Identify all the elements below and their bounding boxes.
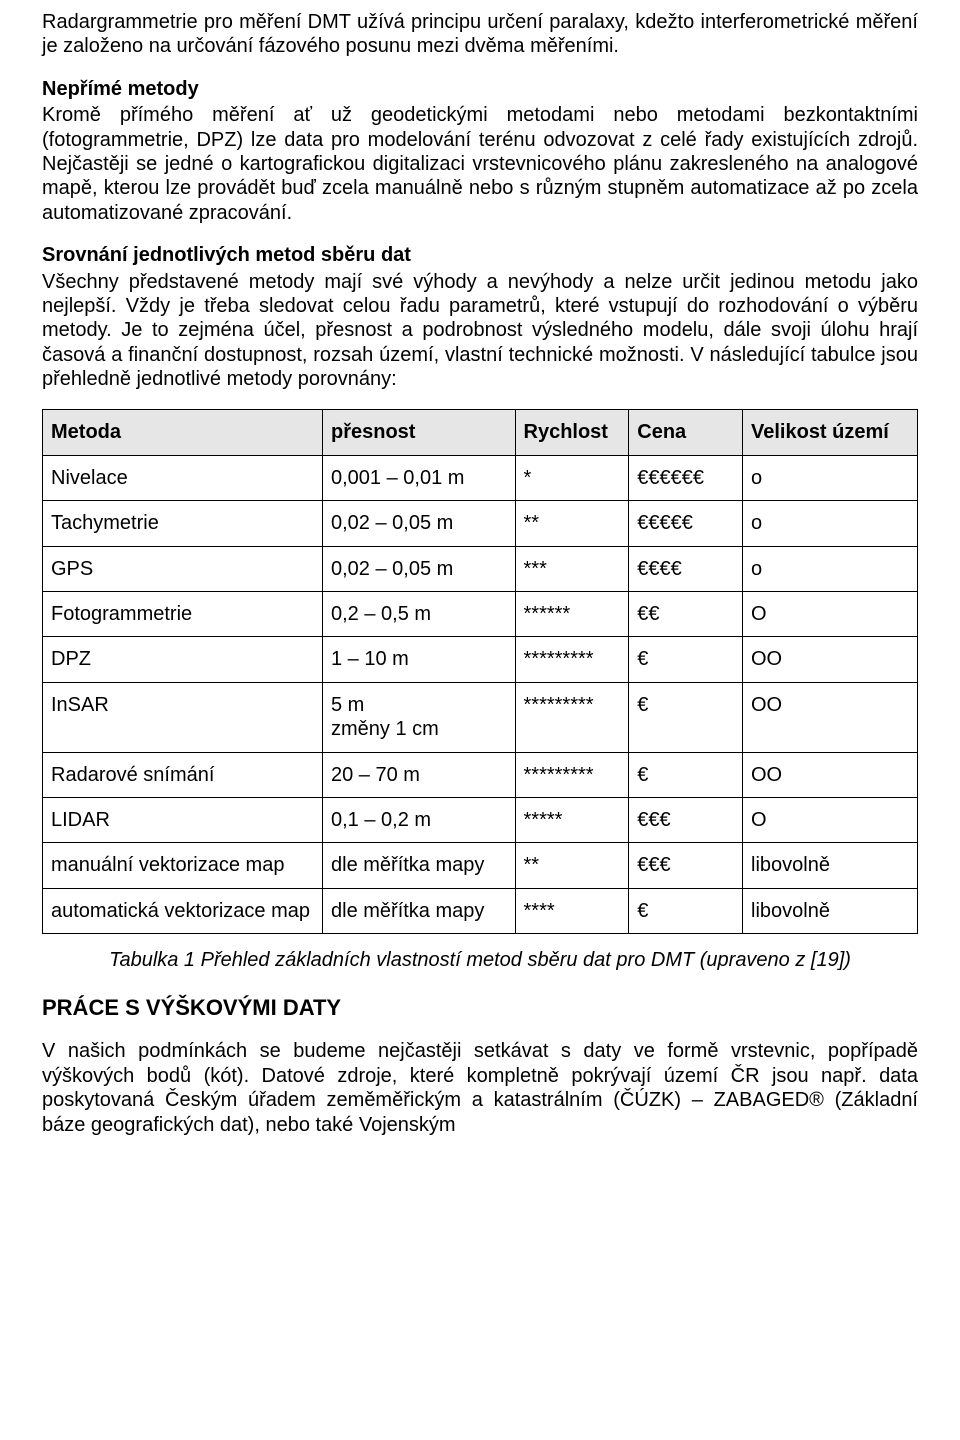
th-accuracy: přesnost: [323, 410, 516, 455]
table-row: manuální vektorizace mapdle měřítka mapy…: [43, 843, 918, 888]
cell-area: OO: [743, 637, 918, 682]
cell-method: LIDAR: [43, 797, 323, 842]
cell-cost: €: [629, 682, 743, 752]
cell-accuracy: 1 – 10 m: [323, 637, 516, 682]
cell-area: o: [743, 455, 918, 500]
cell-speed: *********: [515, 752, 629, 797]
section2-body: V našich podmínkách se budeme nejčastěji…: [42, 1039, 918, 1137]
th-cost: Cena: [629, 410, 743, 455]
cell-area: libovolně: [743, 843, 918, 888]
cell-accuracy: dle měřítka mapy: [323, 843, 516, 888]
cell-speed: ***: [515, 546, 629, 591]
cell-accuracy: 0,02 – 0,05 m: [323, 501, 516, 546]
cell-speed: ****: [515, 888, 629, 933]
table-row: DPZ1 – 10 m*********€OO: [43, 637, 918, 682]
table-row: Tachymetrie0,02 – 0,05 m**€€€€€o: [43, 501, 918, 546]
cell-cost: €€€€€€: [629, 455, 743, 500]
cell-method: InSAR: [43, 682, 323, 752]
cell-method: Radarové snímání: [43, 752, 323, 797]
table-row: Nivelace0,001 – 0,01 m*€€€€€€o: [43, 455, 918, 500]
srovnani-heading: Srovnání jednotlivých metod sběru dat: [42, 243, 918, 267]
table-row: Radarové snímání20 – 70 m*********€OO: [43, 752, 918, 797]
th-area: Velikost území: [743, 410, 918, 455]
methods-table: Metoda přesnost Rychlost Cena Velikost ú…: [42, 409, 918, 934]
cell-accuracy: 0,001 – 0,01 m: [323, 455, 516, 500]
table-row: Fotogrammetrie0,2 – 0,5 m******€€O: [43, 592, 918, 637]
intro-paragraph: Radargrammetrie pro měření DMT užívá pri…: [42, 10, 918, 59]
cell-method: GPS: [43, 546, 323, 591]
cell-method: Tachymetrie: [43, 501, 323, 546]
cell-cost: €€€: [629, 797, 743, 842]
srovnani-body: Všechny představené metody mají své výho…: [42, 270, 918, 392]
section2-title: PRÁCE S VÝŠKOVÝMI DATY: [42, 995, 918, 1022]
cell-cost: €: [629, 888, 743, 933]
cell-accuracy: 0,2 – 0,5 m: [323, 592, 516, 637]
cell-speed: ******: [515, 592, 629, 637]
table-row: GPS0,02 – 0,05 m***€€€€o: [43, 546, 918, 591]
cell-area: o: [743, 501, 918, 546]
neprime-body: Kromě přímého měření ať už geodetickými …: [42, 103, 918, 225]
cell-area: O: [743, 797, 918, 842]
cell-cost: €€€€: [629, 546, 743, 591]
cell-accuracy: 0,02 – 0,05 m: [323, 546, 516, 591]
table-caption: Tabulka 1 Přehled základních vlastností …: [42, 948, 918, 972]
cell-method: Nivelace: [43, 455, 323, 500]
cell-speed: *: [515, 455, 629, 500]
cell-area: OO: [743, 682, 918, 752]
table-header-row: Metoda přesnost Rychlost Cena Velikost ú…: [43, 410, 918, 455]
cell-area: o: [743, 546, 918, 591]
cell-speed: *********: [515, 682, 629, 752]
cell-speed: **: [515, 501, 629, 546]
th-method: Metoda: [43, 410, 323, 455]
cell-accuracy: 5 mzměny 1 cm: [323, 682, 516, 752]
th-speed: Rychlost: [515, 410, 629, 455]
cell-speed: *****: [515, 797, 629, 842]
table-row: automatická vektorizace mapdle měřítka m…: [43, 888, 918, 933]
cell-accuracy: 0,1 – 0,2 m: [323, 797, 516, 842]
cell-method: DPZ: [43, 637, 323, 682]
cell-cost: €: [629, 752, 743, 797]
table-row: InSAR5 mzměny 1 cm*********€OO: [43, 682, 918, 752]
cell-area: OO: [743, 752, 918, 797]
table-row: LIDAR0,1 – 0,2 m*****€€€O: [43, 797, 918, 842]
cell-cost: €€: [629, 592, 743, 637]
cell-method: automatická vektorizace map: [43, 888, 323, 933]
cell-speed: *********: [515, 637, 629, 682]
cell-area: O: [743, 592, 918, 637]
cell-cost: €: [629, 637, 743, 682]
cell-method: Fotogrammetrie: [43, 592, 323, 637]
neprime-heading: Nepřímé metody: [42, 77, 918, 101]
cell-cost: €€€: [629, 843, 743, 888]
cell-cost: €€€€€: [629, 501, 743, 546]
cell-accuracy: dle měřítka mapy: [323, 888, 516, 933]
cell-accuracy: 20 – 70 m: [323, 752, 516, 797]
cell-area: libovolně: [743, 888, 918, 933]
cell-speed: **: [515, 843, 629, 888]
cell-method: manuální vektorizace map: [43, 843, 323, 888]
